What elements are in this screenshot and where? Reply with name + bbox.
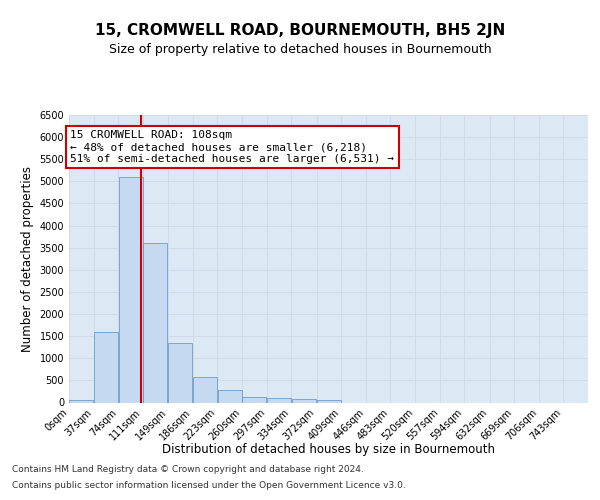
Bar xyxy=(143,244,167,402)
Text: 15, CROMWELL ROAD, BOURNEMOUTH, BH5 2JN: 15, CROMWELL ROAD, BOURNEMOUTH, BH5 2JN xyxy=(95,22,505,38)
Text: Distribution of detached houses by size in Bournemouth: Distribution of detached houses by size … xyxy=(162,442,496,456)
Bar xyxy=(94,332,118,402)
Bar xyxy=(317,400,341,402)
Bar xyxy=(119,177,143,402)
Text: Contains public sector information licensed under the Open Government Licence v3: Contains public sector information licen… xyxy=(12,480,406,490)
Bar xyxy=(193,377,217,402)
Bar xyxy=(169,343,193,402)
Bar xyxy=(292,400,316,402)
Text: 15 CROMWELL ROAD: 108sqm
← 48% of detached houses are smaller (6,218)
51% of sem: 15 CROMWELL ROAD: 108sqm ← 48% of detach… xyxy=(70,130,394,164)
Bar xyxy=(267,398,291,402)
Y-axis label: Number of detached properties: Number of detached properties xyxy=(21,166,34,352)
Text: Contains HM Land Registry data © Crown copyright and database right 2024.: Contains HM Land Registry data © Crown c… xyxy=(12,464,364,473)
Bar xyxy=(69,400,94,402)
Text: Size of property relative to detached houses in Bournemouth: Size of property relative to detached ho… xyxy=(109,42,491,56)
Bar xyxy=(218,390,242,402)
Bar xyxy=(242,397,266,402)
